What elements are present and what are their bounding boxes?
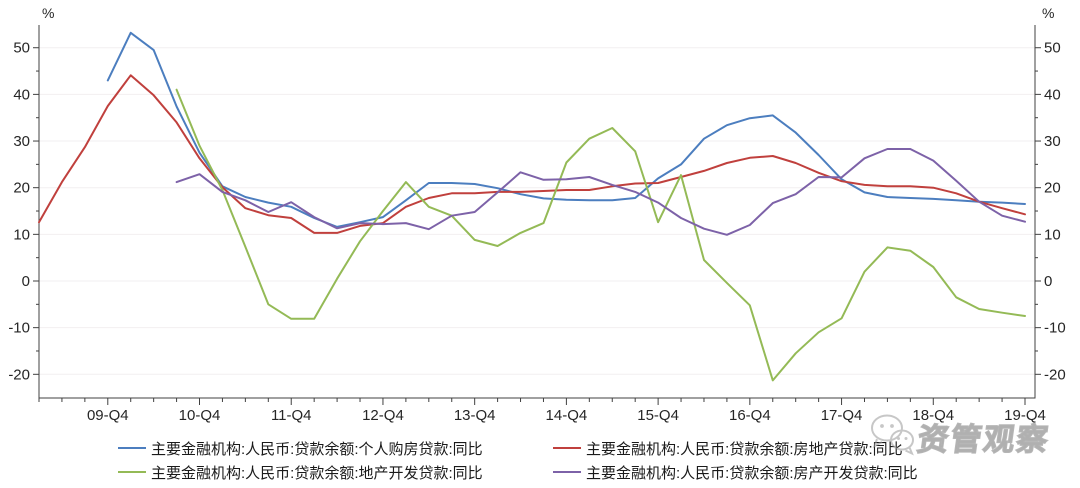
svg-text:14-Q4: 14-Q4	[546, 407, 588, 424]
svg-text:09-Q4: 09-Q4	[87, 407, 129, 424]
svg-text:-20: -20	[1044, 366, 1066, 383]
svg-text:16-Q4: 16-Q4	[729, 407, 771, 424]
svg-text:40: 40	[1044, 86, 1061, 103]
legend-item-housing-development-loans: 主要金融机构:人民币:贷款余额:房产开发贷款:同比	[553, 462, 918, 482]
svg-text:17-Q4: 17-Q4	[821, 407, 863, 424]
legend-label: 主要金融机构:人民币:贷款余额:地产开发贷款:同比	[151, 464, 483, 482]
svg-text:18-Q4: 18-Q4	[912, 407, 954, 424]
svg-text:19-Q4: 19-Q4	[1004, 407, 1046, 424]
axes	[38, 25, 1036, 399]
svg-text:20: 20	[1044, 180, 1061, 197]
svg-text:50: 50	[13, 40, 30, 57]
legend-item-land-development-loans: 主要金融机构:人民币:贷款余额:地产开发贷款:同比	[118, 462, 483, 482]
svg-text:13-Q4: 13-Q4	[454, 407, 496, 424]
legend-swatch-blue	[118, 447, 146, 449]
svg-text:50: 50	[1044, 40, 1061, 57]
svg-text:0: 0	[1044, 273, 1052, 290]
svg-text:%: %	[42, 5, 54, 21]
svg-text:15-Q4: 15-Q4	[637, 407, 679, 424]
series-line-2	[175, 88, 1026, 382]
svg-text:40: 40	[13, 86, 30, 103]
svg-text:-10: -10	[8, 320, 30, 337]
x-axis-ticks: 09-Q4 10-Q4 11-Q4 12-Q4 13-Q4 14-Q4 15-Q4 16-Q4…	[38, 398, 1046, 424]
svg-text:10-Q4: 10-Q4	[179, 407, 221, 424]
svg-text:10: 10	[1044, 226, 1061, 243]
y-axis-ticks: -20 -20 -10 -10 0 0 10 10 20 20 30 30 40 40 50 50%%	[8, 5, 1065, 383]
svg-text:-20: -20	[8, 366, 30, 383]
legend-item-personal-housing-loans: 主要金融机构:人民币:贷款余额:个人购房贷款:同比	[118, 438, 483, 458]
legend-swatch-red	[553, 447, 581, 449]
svg-text:12-Q4: 12-Q4	[362, 407, 404, 424]
legend-swatch-purple	[553, 471, 581, 473]
legend-swatch-green	[118, 471, 146, 473]
chart-legend: 主要金融机构:人民币:贷款余额:个人购房贷款:同比 主要金融机构:人民币:贷款余…	[0, 436, 1080, 488]
svg-text:%: %	[1042, 5, 1054, 21]
svg-text:30: 30	[1044, 133, 1061, 150]
legend-label: 主要金融机构:人民币:贷款余额:房产开发贷款:同比	[586, 464, 918, 482]
legend-item-real-estate-loans: 主要金融机构:人民币:贷款余额:房地产贷款:同比	[553, 438, 903, 458]
gridlines	[39, 47, 1035, 375]
series-line-0	[106, 31, 1026, 228]
svg-text:10: 10	[13, 226, 30, 243]
svg-text:-10: -10	[1044, 320, 1066, 337]
legend-label: 主要金融机构:人民币:贷款余额:房地产贷款:同比	[586, 440, 903, 458]
line-chart: -20 -20 -10 -10 0 0 10 10 20 20 30 30 40 40 50 50% % 09-Q…	[8, 5, 1065, 424]
legend-label: 主要金融机构:人民币:贷款余额:个人购房贷款:同比	[151, 440, 483, 458]
svg-text:0: 0	[22, 273, 30, 290]
series-line-3	[175, 148, 1026, 236]
series-line-1	[38, 74, 1026, 234]
svg-text:20: 20	[13, 180, 30, 197]
svg-text:30: 30	[13, 133, 30, 150]
svg-text:11-Q4: 11-Q4	[271, 407, 312, 424]
